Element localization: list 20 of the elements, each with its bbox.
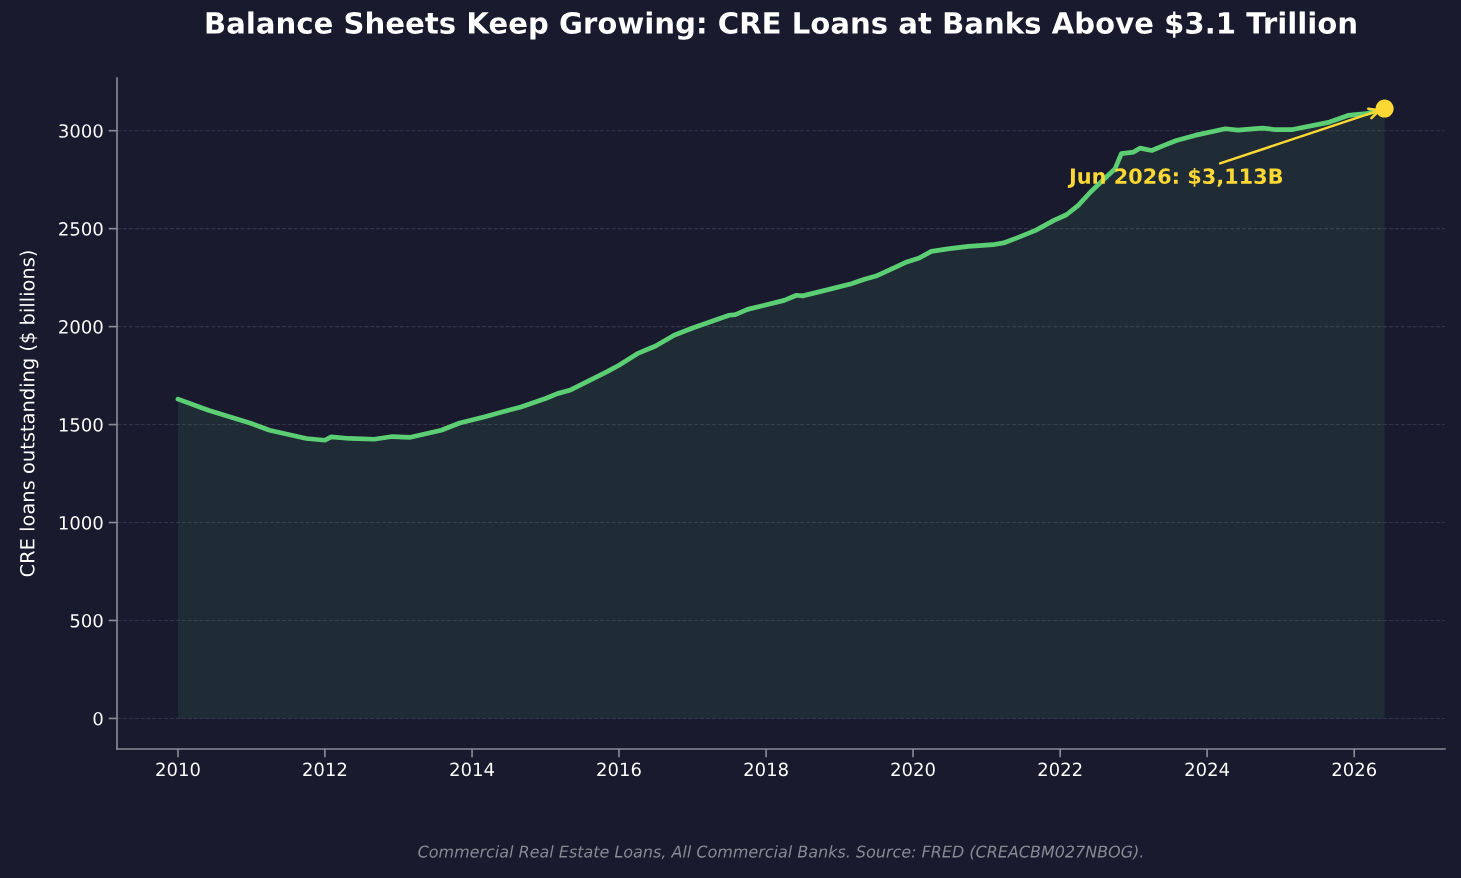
x-tick-label: 2010: [156, 762, 200, 777]
x-tick-label: 2018: [744, 762, 788, 777]
text: Commercial Real Estate Loans, All Commercial Banks. Source: FRED (CREACBM027NBOG).: [418, 845, 1143, 860]
y-tick-label: 0: [93, 711, 103, 726]
x-tick-label: 2014: [450, 762, 495, 777]
y-tick-label: 2000: [59, 320, 103, 334]
y-axis-title: CRE loans outstanding ($ billions): [19, 251, 39, 577]
x-tick-label: 2012: [303, 762, 347, 777]
y-tick-label: 3000: [59, 124, 103, 138]
y-tick-label: 1000: [59, 515, 103, 530]
y-tick-label: 500: [70, 613, 103, 628]
x-tick-label: 2020: [891, 762, 935, 777]
y-tick-label: 1500: [59, 418, 103, 432]
x-tick-label: 2026: [1332, 762, 1377, 777]
x-tick-label: 2022: [1038, 762, 1082, 777]
x-tick-label: 2024: [1185, 762, 1230, 777]
y-tick-label: 2500: [59, 222, 103, 236]
chart-title: Balance Sheets Keep Growing: CRE Loans at Banks Above $3.1 Trillion: [206, 11, 1356, 40]
annotation: Jun 2026: $3,113B: [1067, 167, 1283, 188]
x-tick-label: 2016: [597, 762, 641, 777]
